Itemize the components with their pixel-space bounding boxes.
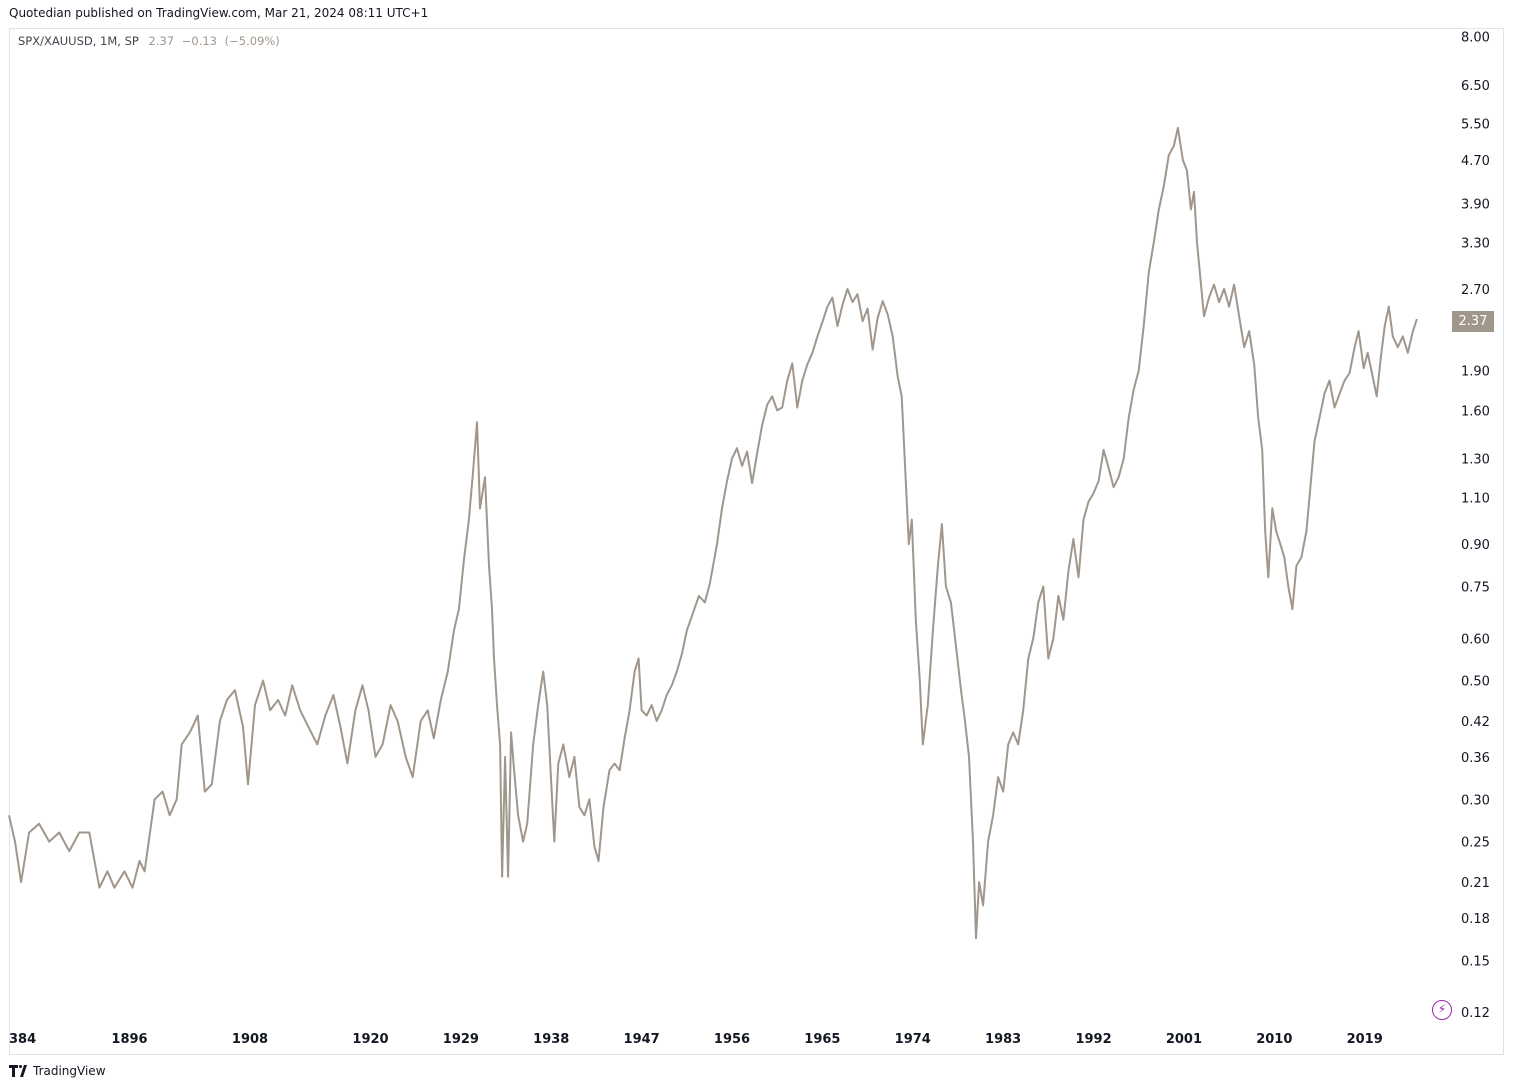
last-price-tag: 2.37 (1452, 311, 1494, 332)
y-tick-label: 8.00 (1461, 31, 1490, 46)
x-tick-label: 1896 (111, 1032, 147, 1047)
legend-change: −0.13 (181, 34, 217, 48)
y-tick-label: 3.30 (1461, 236, 1490, 251)
price-axis: 8.006.505.504.703.903.302.702.371.901.60… (1461, 31, 1490, 1022)
y-tick-label: 6.50 (1461, 79, 1490, 94)
y-tick-label: 0.50 (1461, 675, 1490, 690)
y-tick-label: 0.30 (1461, 793, 1490, 808)
series-line (8, 126, 1418, 940)
x-tick-label: 2001 (1166, 1032, 1202, 1047)
footer-brand-label: TradingView (33, 1064, 106, 1078)
legend-change-pct: (−5.09%) (224, 34, 280, 48)
y-tick-label: 1.10 (1461, 491, 1490, 506)
x-tick-label: 1938 (533, 1032, 569, 1047)
y-tick-label: 0.12 (1461, 1006, 1490, 1021)
y-tick-label: 0.75 (1461, 580, 1490, 595)
y-tick-label: 5.50 (1461, 118, 1490, 133)
y-tick-label: 0.25 (1461, 836, 1490, 851)
lightning-icon[interactable]: ⚡ (1432, 1000, 1452, 1020)
y-tick-label: 0.36 (1461, 751, 1490, 766)
y-tick-label: 0.60 (1461, 632, 1490, 647)
attribution-header: Quotedian published on TradingView.com, … (9, 6, 429, 20)
y-tick-label: 0.42 (1461, 715, 1490, 730)
chart-frame[interactable] (9, 28, 1504, 1055)
legend-last: 2.37 (148, 34, 175, 48)
symbol-legend[interactable]: SPX/XAUUSD, 1M, SP 2.37 −0.13 (−5.09%) (18, 34, 284, 48)
y-tick-label: 0.21 (1461, 876, 1490, 891)
y-tick-label: 0.15 (1461, 954, 1490, 969)
y-tick-label: 0.90 (1461, 538, 1490, 553)
time-axis: 384 1896 1908 1920 1929 1938 1947 1956 1965 1974 1… (9, 1032, 1383, 1047)
x-tick-label: 1983 (985, 1032, 1021, 1047)
footer-brand[interactable]: TradingView (9, 1064, 106, 1078)
x-tick-label: 1908 (232, 1032, 268, 1047)
x-tick-label: 1929 (443, 1032, 479, 1047)
x-tick-label: 2010 (1256, 1032, 1292, 1047)
y-tick-label: 2.70 (1461, 283, 1490, 298)
x-tick-label: 1920 (352, 1032, 388, 1047)
x-tick-label: 384 (9, 1032, 36, 1047)
y-tick-label: 4.70 (1461, 154, 1490, 169)
y-tick-label: 1.90 (1461, 364, 1490, 379)
y-tick-label: 1.30 (1461, 453, 1490, 468)
y-tick-label: 3.90 (1461, 197, 1490, 212)
x-tick-label: 1956 (714, 1032, 750, 1047)
x-tick-label: 1992 (1075, 1032, 1111, 1047)
y-tick-label: 0.18 (1461, 912, 1490, 927)
y-tick-label: 1.60 (1461, 404, 1490, 419)
x-tick-label: 1974 (895, 1032, 931, 1047)
x-tick-label: 1947 (624, 1032, 660, 1047)
x-tick-label: 1965 (804, 1032, 840, 1047)
legend-symbol: SPX/XAUUSD, 1M, SP (18, 34, 139, 48)
tradingview-logo-icon (9, 1065, 29, 1077)
x-tick-label: 2019 (1347, 1032, 1383, 1047)
